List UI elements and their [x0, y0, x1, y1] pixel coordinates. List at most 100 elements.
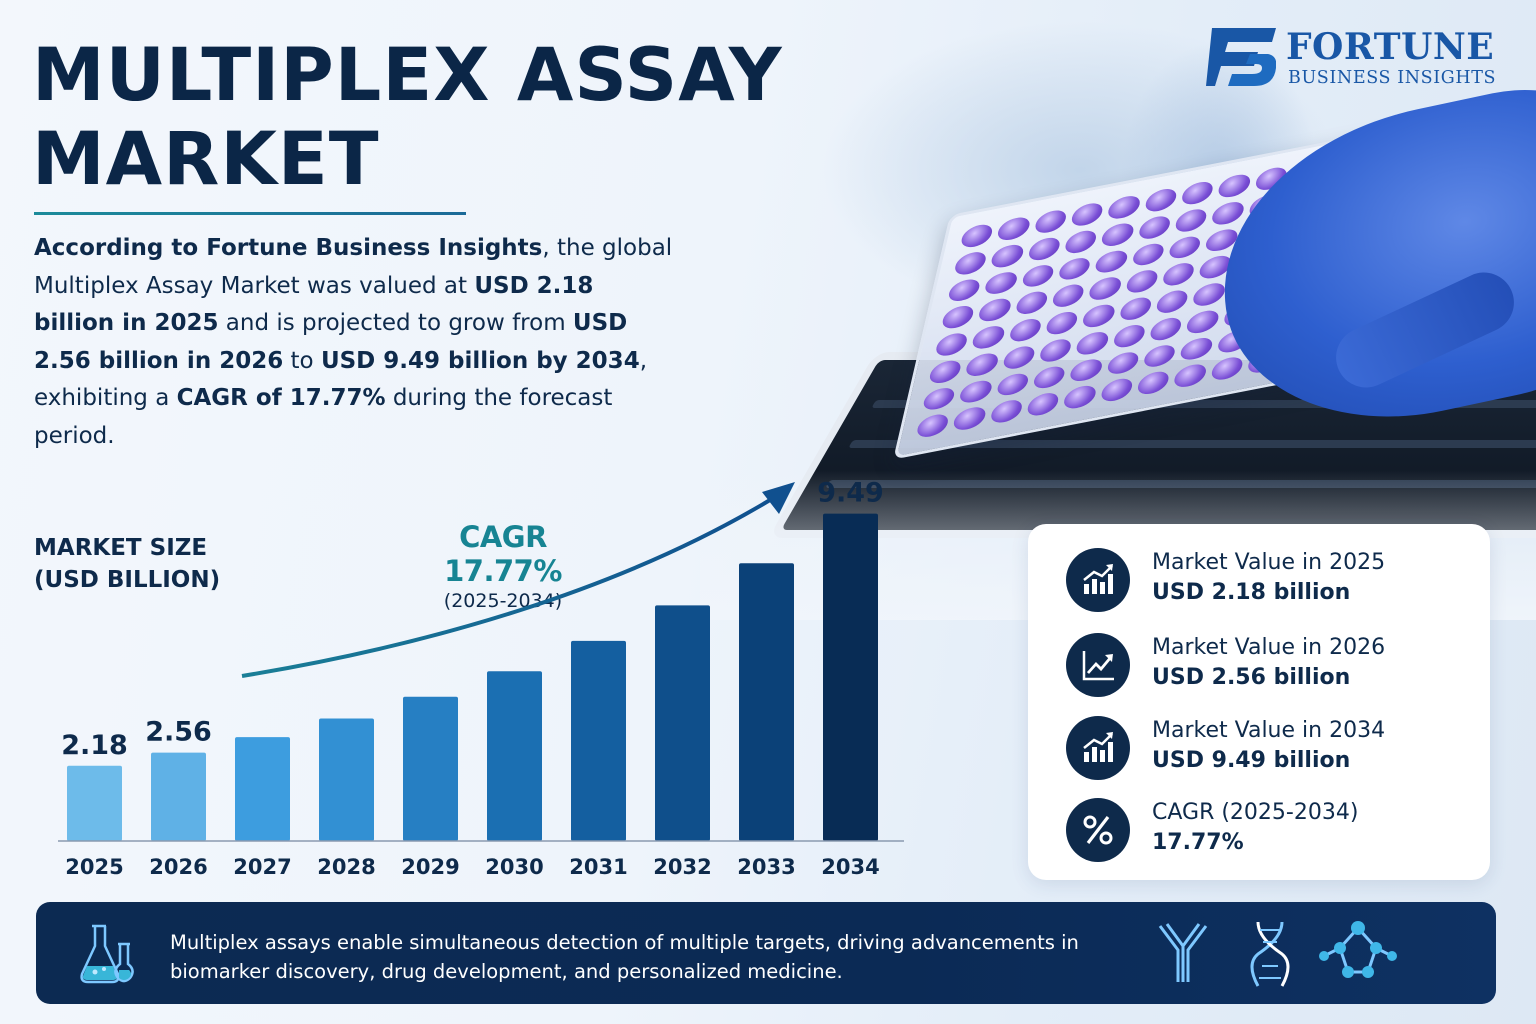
market-size-bar-chart: 2025 2.18 2026 2.56 2027 2028 2029 2030 2031 2032…: [58, 478, 904, 879]
plate-well: [1185, 307, 1221, 336]
plate-well: [1001, 343, 1037, 371]
data-label-2025: 2.18: [61, 730, 128, 761]
plate-well: [1148, 315, 1184, 343]
x-tick-label: 2026: [149, 855, 207, 879]
brand-subtitle: BUSINESS INSIGHTS: [1288, 68, 1497, 88]
plate-well: [1026, 235, 1062, 263]
plate-well: [1068, 356, 1104, 384]
plate-well: [1013, 289, 1050, 317]
stat-heading: Market Value in 2034: [1152, 718, 1386, 743]
x-tick-label: 2028: [317, 855, 375, 879]
bar-2026: [151, 752, 206, 841]
stat-value: USD 9.49 billion: [1152, 748, 1351, 773]
x-tick-label: 2032: [653, 855, 711, 879]
fortune-logo-icon: [1206, 28, 1276, 86]
chart-axis-label: MARKET SIZE (USD BILLION): [34, 535, 221, 593]
market-stats-card: Market Value in 2025 USD 2.18 billion Ma…: [1028, 524, 1490, 880]
plate-well: [983, 269, 1019, 297]
bar-2030: [487, 671, 542, 841]
plate-well: [1135, 369, 1172, 397]
intro-cagr: CAGR of 17.77%: [176, 385, 386, 411]
plate-well: [940, 303, 976, 331]
cagr-annotation: CAGR 17.77% (2025-2034): [398, 520, 608, 612]
x-tick-label: 2030: [485, 855, 543, 879]
intro-value-2025: USD 2.18 billion in 2025: [34, 272, 594, 337]
stat-row: Market Value in 2034 USD 9.49 billion: [1066, 716, 1466, 782]
stat-heading: Market Value in 2025: [1152, 550, 1386, 575]
plate-well: [1105, 349, 1141, 377]
title-divider: [34, 212, 466, 215]
intro-value-2034: USD 9.49 billion by 2034: [320, 347, 640, 374]
plate-well: [1074, 329, 1111, 357]
plate-well: [977, 296, 1013, 324]
plate-well: [958, 377, 994, 406]
plate-well: [1142, 342, 1178, 370]
cagr-trend-arrow: [241, 498, 772, 678]
plate-well: [989, 242, 1026, 270]
bar-2028: [319, 718, 374, 841]
plate-well: [1154, 287, 1190, 316]
plate-well: [1063, 227, 1099, 256]
bar-chart-up-icon: [1066, 548, 1130, 612]
plate-well: [953, 249, 989, 277]
plate-well: [988, 397, 1024, 426]
bar-chart-up-icon: [1066, 716, 1130, 780]
plate-well: [1007, 316, 1043, 344]
plate-well: [1069, 200, 1105, 228]
plate-well: [1106, 193, 1142, 221]
bar-2034: [823, 513, 878, 841]
plate-well: [964, 350, 1000, 378]
plate-well: [1167, 233, 1203, 261]
data-label-2026: 2.56: [145, 717, 212, 748]
plate-well: [1098, 376, 1135, 404]
plate-well: [1062, 383, 1098, 411]
x-tick-label: 2027: [233, 855, 291, 879]
plate-well: [915, 412, 951, 440]
plate-well: [1136, 213, 1173, 241]
plate-well: [927, 357, 964, 386]
plate-well: [1191, 280, 1227, 308]
plate-well: [1111, 322, 1147, 350]
cagr-arrow-head: [762, 482, 795, 514]
plate-well: [1032, 207, 1069, 236]
plate-well: [1050, 282, 1087, 310]
plate-well: [1020, 262, 1056, 290]
plate-well: [1178, 335, 1215, 363]
footer-banner: Multiplex assays enable simultaneous det…: [36, 902, 1496, 1004]
bar-2025: [67, 765, 122, 841]
intro-value-2026: USD 2.56 billion in 2026: [34, 310, 628, 374]
plate-well: [1130, 240, 1166, 268]
plate-well: [1161, 260, 1197, 288]
plate-well: [1038, 336, 1074, 364]
plate-well: [1031, 363, 1068, 391]
plate-well: [1172, 362, 1208, 390]
plate-well: [970, 323, 1007, 351]
trend-up-icon: [1066, 633, 1130, 697]
intro-paragraph: According to Fortune Business Insights, …: [34, 235, 673, 449]
brand-logo[interactable]: FORTUNE BUSINESS INSIGHTS: [1206, 26, 1506, 90]
x-tick-label: 2034: [821, 855, 879, 879]
plate-well: [934, 330, 970, 358]
intro-source: According to Fortune Business Insights: [34, 235, 543, 261]
plate-well: [996, 215, 1032, 243]
plate-well: [1081, 302, 1117, 330]
footer-description: Multiplex assays enable simultaneous det…: [170, 931, 1079, 983]
bar-2031: [571, 640, 626, 841]
stat-row: Market Value in 2025 USD 2.18 billion: [1066, 548, 1466, 614]
plate-well: [959, 222, 995, 250]
plate-well: [995, 370, 1031, 398]
plate-well: [921, 385, 957, 413]
plate-well: [1173, 206, 1209, 234]
plate-well: [1025, 390, 1061, 418]
x-tick-label: 2033: [737, 855, 795, 879]
plate-well: [946, 276, 983, 304]
stat-value: USD 2.18 billion: [1152, 580, 1351, 605]
molecule-icon: [1319, 921, 1397, 978]
data-label-2034: 9.49: [817, 478, 884, 509]
page-title: MULTIPLEX ASSAY MARKET: [32, 34, 792, 202]
plate-well: [1210, 199, 1246, 227]
stat-value: 17.77%: [1152, 830, 1244, 855]
plate-well: [1117, 295, 1154, 323]
title-line-2: MARKET: [32, 117, 380, 202]
stat-heading: CAGR (2025-2034): [1152, 800, 1359, 825]
